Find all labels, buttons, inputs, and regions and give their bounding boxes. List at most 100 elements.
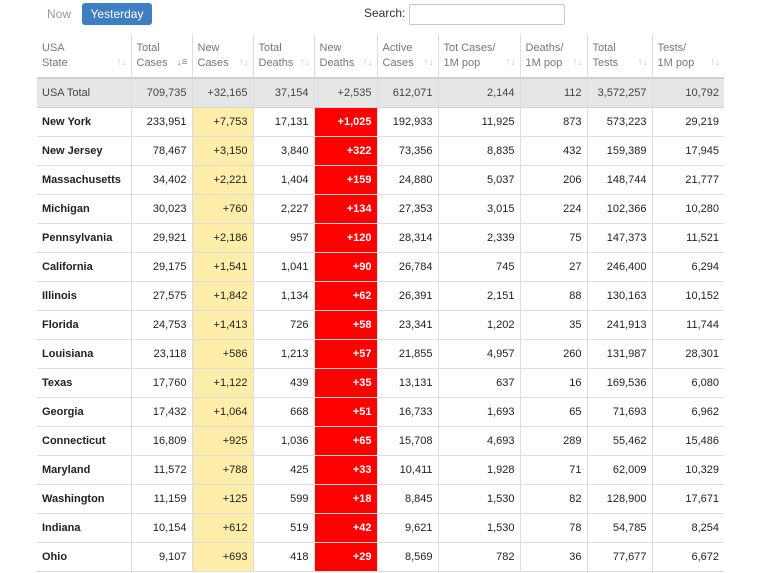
cell-deaths-per-million: 112 (519, 78, 587, 108)
tab-now[interactable]: Now (46, 7, 71, 21)
cell-deaths-per-million: 75 (519, 223, 587, 253)
cell-state: Florida (37, 310, 131, 340)
cell-total-cases: 709,735 (130, 78, 192, 108)
tab-yesterday[interactable]: Yesterday (82, 3, 152, 25)
column-header-label: Cases (197, 56, 229, 69)
column-header-label: Deaths/ (525, 41, 564, 54)
column-header-label: Cases (382, 56, 414, 69)
cell-total-deaths: 17,131 (252, 107, 314, 137)
column-header-cases-per-million[interactable]: Tot Cases/1M pop ↑↓ (437, 34, 520, 79)
cell-new-deaths: +159 (313, 165, 377, 195)
table-row: Maryland 11,572 +788 425 +33 10,411 1,928 71 62,… (37, 455, 724, 485)
cell-total-cases: 30,023 (130, 194, 192, 224)
toolbar: Now Yesterday Search: (0, 0, 766, 32)
cell-total-cases: 9,107 (130, 542, 192, 572)
column-header-label: Deaths (319, 56, 355, 69)
cell-tests-per-million: 8,254 (651, 513, 724, 543)
cell-new-deaths: +58 (313, 310, 377, 340)
cell-active-cases: 9,621 (376, 513, 438, 543)
cell-state: Texas (37, 368, 131, 398)
column-header-new-cases[interactable]: New Cases ↑↓ (191, 34, 253, 79)
cell-state: Connecticut (37, 426, 131, 456)
search-label: Search: (364, 6, 406, 20)
cell-total-tests: 573,223 (586, 107, 652, 137)
cell-active-cases: 26,391 (376, 281, 438, 311)
cell-deaths-per-million: 65 (519, 397, 587, 427)
cell-total-cases: 17,760 (130, 368, 192, 398)
cell-total-tests: 131,987 (586, 339, 652, 369)
cell-tests-per-million: 29,219 (651, 107, 724, 137)
table-row: New York 233,951 +7,753 17,131 +1,025 192,933… (37, 107, 724, 137)
column-header-label: USA (42, 41, 65, 54)
table-row: Washington 11,159 +125 599 +18 8,845 1,530 82 12… (37, 484, 724, 514)
cell-state: Ohio (37, 542, 131, 572)
search-input[interactable] (409, 4, 565, 25)
table-row: Massachusetts 34,402 +2,221 1,404 +159 24,880… (37, 165, 724, 195)
cell-new-cases: +1,122 (191, 368, 253, 398)
column-header-total-tests[interactable]: Total Tests ↑↓ (586, 34, 652, 79)
sort-icon: ↑↓ (637, 57, 648, 68)
cell-total-tests: 148,744 (586, 165, 652, 195)
column-header-label: New (197, 41, 220, 54)
cell-new-cases: +3,150 (191, 136, 253, 166)
table-row: Georgia 17,432 +1,064 668 +51 16,733 1,693 65 71… (37, 397, 724, 427)
column-header-new-deaths[interactable]: New Deaths ↑↓ (313, 34, 377, 79)
cell-total-deaths: 1,134 (252, 281, 314, 311)
cell-active-cases: 16,733 (376, 397, 438, 427)
cell-state: Massachusetts (37, 165, 131, 195)
cell-deaths-per-million: 260 (519, 339, 587, 369)
sort-icon: ↑↓ (299, 57, 310, 68)
sort-icon: ↑↓ (238, 57, 249, 68)
column-header-total-deaths[interactable]: Total Deaths ↑↓ (252, 34, 314, 79)
cell-active-cases: 28,314 (376, 223, 438, 253)
cell-active-cases: 15,708 (376, 426, 438, 456)
column-header-deaths-per-million[interactable]: Deaths/1M pop ↑↓ (519, 34, 587, 79)
column-header-label: 1M pop (525, 56, 563, 69)
column-header-active-cases[interactable]: Active Cases ↑↓ (376, 34, 438, 79)
cell-total-deaths: 1,036 (252, 426, 314, 456)
cell-state: Georgia (37, 397, 131, 427)
table-row: Florida 24,753 +1,413 726 +58 23,341 1,202 35 24… (37, 310, 724, 340)
cell-total-tests: 62,009 (586, 455, 652, 485)
cell-deaths-per-million: 27 (519, 252, 587, 282)
cell-total-tests: 128,900 (586, 484, 652, 514)
cell-cases-per-million: 2,144 (437, 78, 520, 108)
cell-cases-per-million: 2,151 (437, 281, 520, 311)
cell-deaths-per-million: 432 (519, 136, 587, 166)
cell-cases-per-million: 1,202 (437, 310, 520, 340)
cell-tests-per-million: 10,152 (651, 281, 724, 311)
cell-cases-per-million: 1,928 (437, 455, 520, 485)
column-header-state[interactable]: USA State ↑↓ (37, 34, 131, 79)
cell-deaths-per-million: 78 (519, 513, 587, 543)
column-header-label: 1M pop (657, 56, 695, 69)
cell-total-tests: 241,913 (586, 310, 652, 340)
cell-total-tests: 159,389 (586, 136, 652, 166)
cell-total-tests: 77,677 (586, 542, 652, 572)
cell-tests-per-million: 6,080 (651, 368, 724, 398)
cell-new-deaths: +51 (313, 397, 377, 427)
table-row: Ohio 9,107 +693 418 +29 8,569 782 36 77,677 6,672 (37, 542, 724, 572)
column-header-total-cases[interactable]: Total Cases ↓≡ (130, 34, 192, 79)
table-row: Pennsylvania 29,921 +2,186 957 +120 28,314 2,3… (37, 223, 724, 253)
cell-active-cases: 13,131 (376, 368, 438, 398)
sort-icon: ↑↓ (572, 57, 583, 68)
cell-deaths-per-million: 16 (519, 368, 587, 398)
column-header-label: Tests (592, 56, 619, 69)
cell-total-tests: 55,462 (586, 426, 652, 456)
cell-tests-per-million: 6,672 (651, 542, 724, 572)
cell-state: New York (37, 107, 131, 137)
cell-state: Louisiana (37, 339, 131, 369)
cell-tests-per-million: 11,521 (651, 223, 724, 253)
cell-new-cases: +586 (191, 339, 253, 369)
cell-total-deaths: 1,404 (252, 165, 314, 195)
cell-new-deaths: +134 (313, 194, 377, 224)
cell-total-tests: 130,163 (586, 281, 652, 311)
cell-tests-per-million: 21,777 (651, 165, 724, 195)
cell-new-deaths: +62 (313, 281, 377, 311)
column-header-tests-per-million[interactable]: Tests/1M pop ↑↓ (651, 34, 724, 79)
cell-tests-per-million: 6,962 (651, 397, 724, 427)
cell-new-deaths: +65 (313, 426, 377, 456)
cell-total-tests: 102,366 (586, 194, 652, 224)
cell-total-deaths: 3,840 (252, 136, 314, 166)
cell-state: Pennsylvania (37, 223, 131, 253)
